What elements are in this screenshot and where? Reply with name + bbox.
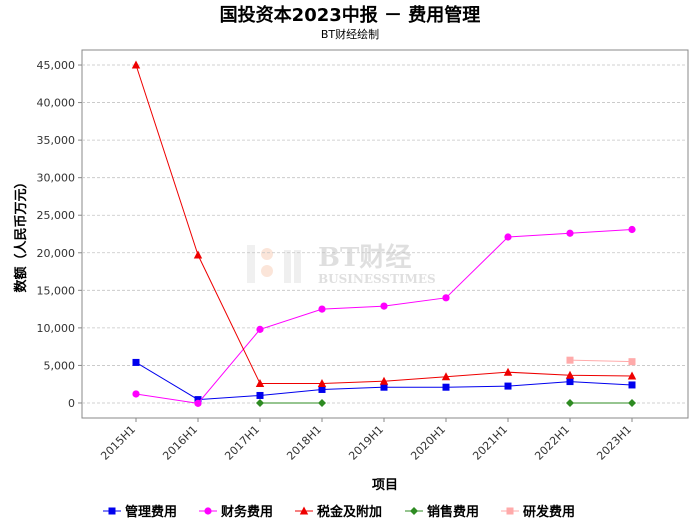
legend-item: 研发费用	[501, 504, 575, 520]
x-tick-label: 2023H1	[594, 423, 634, 463]
legend-marker	[108, 507, 116, 515]
y-tick-label: 0	[68, 397, 75, 410]
data-point	[504, 382, 512, 390]
data-point	[441, 372, 451, 381]
legend-item: 管理费用	[103, 504, 177, 520]
data-point	[566, 356, 574, 364]
watermark-subtext: BUSINESSTIMES	[318, 272, 436, 286]
data-point	[503, 367, 513, 376]
data-point	[194, 399, 202, 407]
x-tick-label: 2022H1	[532, 423, 572, 463]
data-point	[379, 376, 389, 385]
data-point	[627, 371, 637, 380]
watermark-logo-bar	[284, 250, 291, 283]
watermark-logo	[247, 245, 301, 283]
y-axis-label: 数额（人民币万元）	[13, 175, 29, 292]
data-point	[380, 383, 388, 391]
x-tick-label: 2018H1	[284, 423, 324, 463]
x-tick-label: 2016H1	[160, 423, 200, 463]
series-2	[132, 225, 636, 407]
legend-marker	[204, 507, 212, 515]
gridlines	[82, 64, 688, 404]
data-point	[131, 60, 141, 69]
data-point	[628, 381, 636, 389]
series-3	[131, 60, 637, 387]
legend-marker	[506, 507, 514, 515]
data-point	[317, 378, 327, 387]
legend-marker	[299, 506, 309, 515]
series-5	[566, 356, 636, 366]
x-axis-label: 项目	[372, 478, 398, 493]
y-tick-label: 40,000	[37, 97, 76, 110]
legend-item: 财务费用	[199, 504, 273, 520]
data-point	[566, 229, 574, 237]
data-point	[565, 370, 575, 379]
y-tick-label: 35,000	[37, 134, 76, 147]
data-point	[628, 398, 636, 407]
legend-label: 财务费用	[221, 504, 273, 520]
data-point	[256, 391, 264, 399]
legend-marker	[410, 507, 418, 515]
x-tick-label: 2015H1	[98, 423, 138, 463]
data-point	[132, 390, 140, 398]
x-tick-label: 2020H1	[408, 423, 448, 463]
data-point	[566, 398, 574, 407]
series-layer	[131, 60, 637, 407]
watermark-logo-bar	[247, 245, 255, 283]
data-point	[566, 378, 574, 386]
legend-item: 销售费用	[405, 504, 479, 520]
data-point	[132, 358, 140, 366]
data-point	[193, 250, 203, 259]
data-point	[318, 305, 326, 313]
y-tick-label: 25,000	[37, 209, 76, 222]
x-tick-label: 2017H1	[222, 423, 262, 463]
watermark-text: BT财经	[318, 242, 411, 273]
data-point	[194, 396, 202, 404]
data-point	[255, 378, 265, 387]
series-line	[569, 359, 633, 363]
legend-label: 销售费用	[427, 504, 479, 520]
y-tick-label: 5,000	[44, 359, 76, 372]
x-axis: 2015H1 2016H1 2017H1 2018H1 2019H1 2020H1 2021…	[98, 418, 634, 463]
legend-label: 管理费用	[125, 504, 177, 520]
legend-label: 税金及附加	[317, 504, 382, 520]
data-point	[256, 398, 264, 407]
data-point	[442, 383, 450, 391]
data-point	[504, 233, 512, 241]
data-point	[628, 358, 636, 366]
watermark-logo-dot	[261, 265, 273, 277]
x-tick-label: 2021H1	[470, 423, 510, 463]
data-point	[628, 225, 636, 234]
y-axis: 0 5,000 10,000 15,000 20,000 25,000 30,000 35,0…	[37, 59, 82, 410]
y-tick-label: 30,000	[37, 172, 76, 185]
legend-label: 研发费用	[523, 504, 575, 520]
y-tick-label: 10,000	[37, 322, 76, 335]
legend: 管理费用 财务费用 税金及附加 销售费用 研发费用	[103, 504, 575, 520]
data-point	[318, 398, 326, 407]
chart-title: 国投资本2023中报 － 费用管理	[220, 4, 481, 26]
x-tick-label: 2019H1	[346, 423, 386, 463]
data-point	[256, 325, 264, 333]
data-point	[380, 302, 388, 310]
plot-area	[81, 49, 689, 419]
chart-subtitle: BT财经绘制	[321, 27, 379, 41]
y-tick-label: 15,000	[37, 284, 76, 297]
data-point	[318, 385, 326, 393]
y-tick-label: 20,000	[37, 247, 76, 260]
legend-item: 税金及附加	[295, 504, 382, 520]
watermark-logo-bar	[294, 250, 301, 283]
data-point	[442, 294, 450, 302]
watermark-logo-dot	[261, 248, 273, 260]
y-tick-label: 45,000	[37, 59, 76, 72]
series-1	[132, 358, 636, 404]
series-4	[256, 398, 636, 407]
